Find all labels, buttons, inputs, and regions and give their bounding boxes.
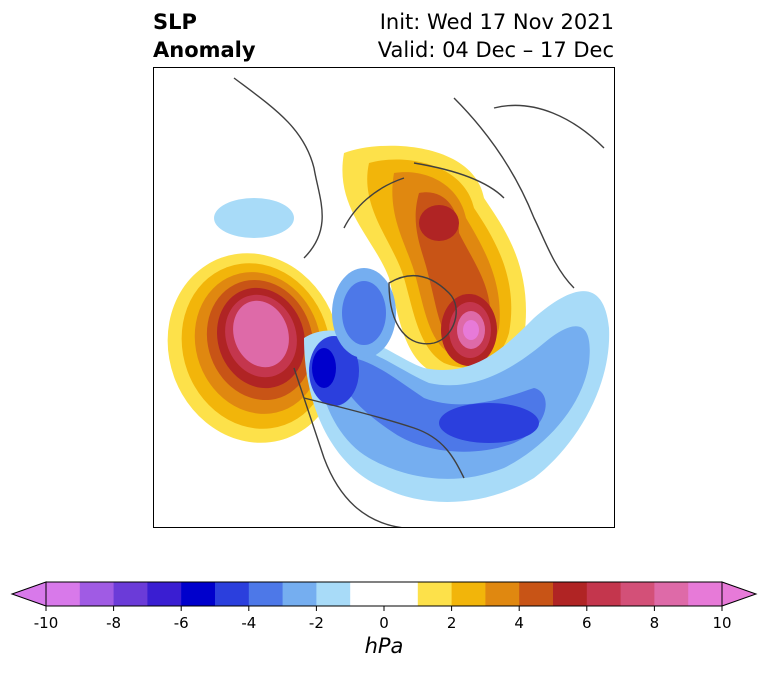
colorbar-segment <box>519 582 554 606</box>
colorbar-extend-max <box>721 581 758 607</box>
colorbar <box>10 581 758 611</box>
colorbar-tick-label: -2 <box>308 614 324 632</box>
map-canvas <box>167 77 610 527</box>
colorbar-segment <box>181 582 216 606</box>
colorbar-segment <box>248 582 284 606</box>
init-date: Init: Wed 17 Nov 2021 <box>379 10 614 34</box>
colorbar-tick-label: 4 <box>514 614 524 632</box>
colorbar-segment <box>586 582 622 606</box>
colorbar-segment <box>215 582 250 606</box>
colorbar-tick-label: 8 <box>649 614 660 632</box>
valid-date: Valid: 04 Dec – 17 Dec <box>377 38 614 62</box>
colorbar-segment <box>654 582 689 606</box>
map-title: SLP Anomaly <box>153 8 256 64</box>
colorbar-tick-label: 6 <box>582 614 592 632</box>
colorbar-segment <box>553 582 588 606</box>
colorbar-segment <box>79 582 115 606</box>
colorbar-tick-label: -6 <box>173 614 189 632</box>
colorbar-segment <box>282 582 317 606</box>
colorbar-segment <box>46 582 81 606</box>
colorbar-segment <box>147 582 182 606</box>
anomaly-high-europe <box>342 145 526 380</box>
colorbar-tick-label: -4 <box>241 614 257 632</box>
slp-anomaly-map <box>153 67 615 528</box>
colorbar-segment <box>451 582 486 606</box>
title-line-1: SLP <box>153 10 197 34</box>
anomaly-low-alaska <box>214 198 396 358</box>
date-info: Init: Wed 17 Nov 2021 Valid: 04 Dec – 17… <box>378 8 614 64</box>
colorbar-tick-label: 0 <box>379 614 389 632</box>
colorbar-tick-label: -10 <box>33 614 59 632</box>
colorbar-segment <box>620 582 655 606</box>
colorbar-tick-label: -8 <box>106 614 122 632</box>
colorbar-segment <box>350 582 385 606</box>
title-line-2: Anomaly <box>153 38 256 62</box>
colorbar-extend-min <box>10 581 47 607</box>
colorbar-segment <box>384 582 419 606</box>
colorbar-segment <box>113 582 148 606</box>
colorbar-tick-label: 10 <box>712 614 732 632</box>
colorbar-segment <box>688 582 723 606</box>
anomaly-low-atlantic <box>304 291 610 502</box>
colorbar-segment <box>485 582 520 606</box>
coastlines <box>233 77 605 527</box>
colorbar-tick-label: 2 <box>446 614 457 632</box>
anomaly-high-pacific <box>167 253 341 443</box>
colorbar-segment <box>417 582 453 606</box>
colorbar-segment <box>316 582 351 606</box>
colorbar-unit: hPa <box>364 634 404 658</box>
